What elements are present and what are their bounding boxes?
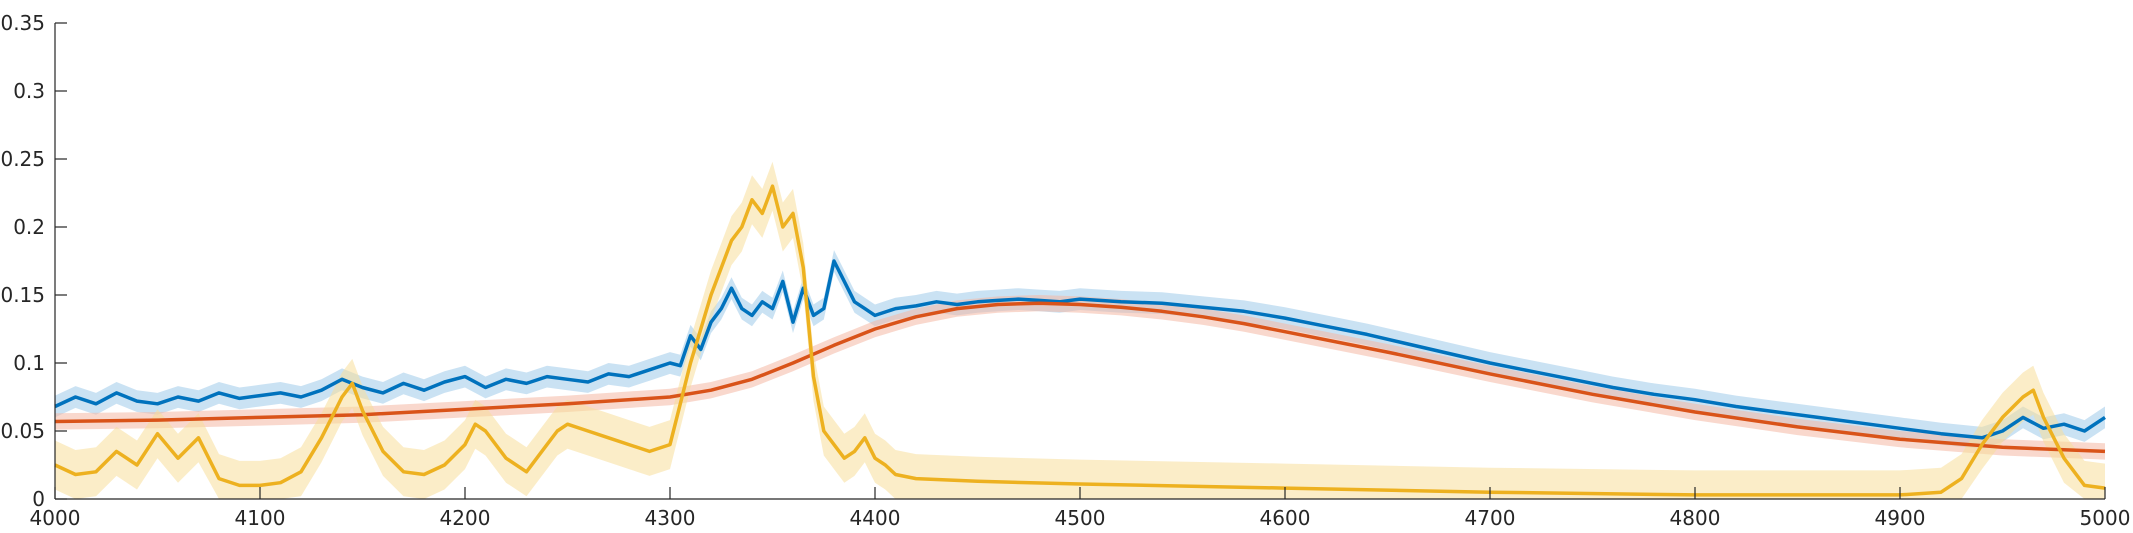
band-orange xyxy=(55,295,2105,460)
y-tick-label: 0.15 xyxy=(0,283,45,307)
y-tick-label: 0.25 xyxy=(0,147,45,171)
x-ticks: 4000 4100 4200 4300 4400 4500 4600 4700 4800 4900… xyxy=(30,487,2131,530)
series-lines xyxy=(54,184,2106,497)
x-tick-label: 5000 xyxy=(2080,506,2131,530)
x-tick-label: 4800 xyxy=(1670,506,1721,530)
y-tick-label: 0.2 xyxy=(13,215,45,239)
confidence-bands xyxy=(55,161,2105,499)
x-tick-label: 4100 xyxy=(235,506,286,530)
y-ticks: 0 0.05 0.1 0.15 0.2 0.25 0.3 0.35 xyxy=(0,11,67,511)
y-tick-label: 0.35 xyxy=(0,11,45,35)
band-yellow xyxy=(55,161,2105,499)
x-tick-label: 4500 xyxy=(1055,506,1106,530)
x-tick-label: 4700 xyxy=(1465,506,1516,530)
x-tick-label: 4600 xyxy=(1260,506,1311,530)
x-tick-label: 4200 xyxy=(440,506,491,530)
series-line-orange xyxy=(54,301,2106,454)
x-tick-label: 4900 xyxy=(1875,506,1926,530)
y-tick-label: 0.3 xyxy=(13,79,45,103)
x-tick-label: 4000 xyxy=(30,506,81,530)
y-tick-label: 0.05 xyxy=(0,419,45,443)
series-line-blue xyxy=(54,259,2106,440)
x-tick-label: 4300 xyxy=(645,506,696,530)
y-tick-label: 0 xyxy=(32,487,45,511)
x-tick-label: 4400 xyxy=(850,506,901,530)
series-line-yellow xyxy=(54,184,2106,497)
y-tick-label: 0.1 xyxy=(13,351,45,375)
